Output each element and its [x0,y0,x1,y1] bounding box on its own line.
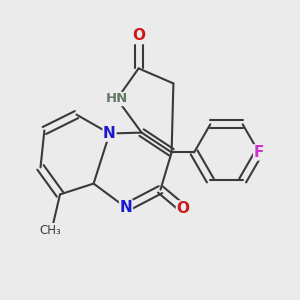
Text: N: N [120,200,132,215]
Text: O: O [132,28,145,44]
Text: F: F [254,145,264,160]
Text: O: O [176,201,190,216]
Text: CH₃: CH₃ [40,224,61,237]
Text: HN: HN [106,92,128,106]
Text: N: N [103,126,116,141]
